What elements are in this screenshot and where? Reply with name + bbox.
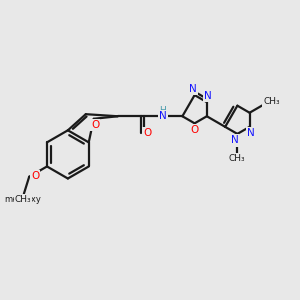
Text: CH₃: CH₃: [229, 154, 245, 163]
Text: N: N: [204, 91, 212, 101]
Text: N: N: [189, 84, 197, 94]
Text: O: O: [91, 120, 99, 130]
Text: O: O: [31, 171, 39, 181]
Text: N: N: [231, 135, 238, 146]
Text: methoxy: methoxy: [4, 195, 41, 204]
Text: CH₃: CH₃: [15, 195, 31, 204]
Text: H: H: [160, 106, 167, 115]
Text: O: O: [190, 125, 198, 135]
Text: N: N: [159, 111, 167, 121]
Text: N: N: [247, 128, 255, 138]
Text: CH₃: CH₃: [263, 97, 280, 106]
Text: O: O: [143, 128, 151, 138]
